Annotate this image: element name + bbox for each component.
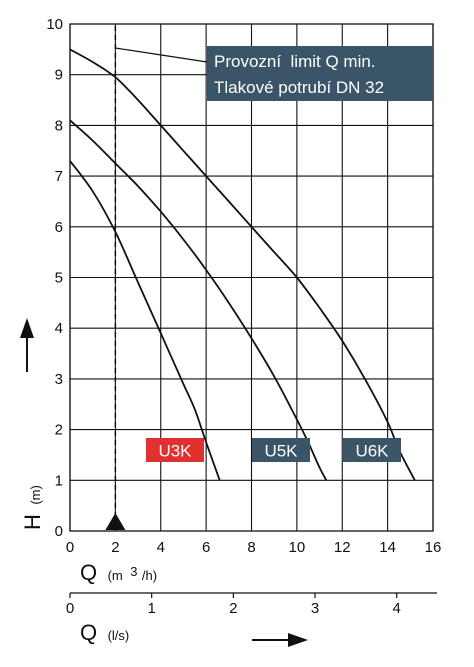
y-axis-ticks: 0 1 2 3 4 5 6 7 8 9 10 <box>46 16 63 540</box>
badge-u6k <box>343 438 401 462</box>
y-tick-label: 3 <box>55 371 63 388</box>
y-tick-label: 1 <box>55 472 63 489</box>
badge-label-u6k: U6K <box>355 442 389 461</box>
x2-tick-label: 4 <box>393 600 401 617</box>
badge-u5k <box>252 438 310 462</box>
annotation-leader-line <box>115 47 208 63</box>
x2-tick-label: 0 <box>66 600 74 617</box>
x-tick-label: 2 <box>111 539 119 556</box>
y-axis-title: H (m) <box>20 485 45 530</box>
curve-u5k <box>69 119 328 481</box>
y-tick-label: 7 <box>55 168 63 185</box>
badge-label-u5k: U5K <box>264 442 298 461</box>
min-flow-triangle-marker <box>105 513 126 530</box>
y-tick-label: 0 <box>55 523 63 540</box>
x-axis-title: Q (m 3 /h) <box>80 560 157 585</box>
badge-u3k <box>146 438 204 462</box>
annotation-line-1: Provozní limit Q min. <box>214 52 376 71</box>
y-tick-label: 6 <box>55 219 63 236</box>
x2-tick-label: 3 <box>311 600 319 617</box>
x-tick-label: 12 <box>334 539 351 556</box>
y-tick-label: 2 <box>55 422 63 439</box>
arrow-up-icon <box>20 318 34 372</box>
y-tick-label: 10 <box>46 16 63 33</box>
series-badges: U3K U5K U6K <box>146 438 401 462</box>
x2-axis-title: Q (l/s) <box>80 620 129 645</box>
y-tick-label: 9 <box>55 67 63 84</box>
x-tick-label: 0 <box>66 539 74 556</box>
x-tick-label: 8 <box>247 539 255 556</box>
arrow-right-icon <box>252 633 308 647</box>
x2-axis-ticks: 0 1 2 3 4 <box>66 593 401 617</box>
annotation-box <box>207 46 433 101</box>
x-tick-label: 6 <box>202 539 210 556</box>
x-tick-label: 14 <box>379 539 396 556</box>
x-tick-label: 10 <box>289 539 306 556</box>
annotation-line-2: Tlakové potrubí DN 32 <box>214 78 384 97</box>
badge-label-u3k: U3K <box>158 442 192 461</box>
y-tick-label: 5 <box>55 270 63 287</box>
x2-tick-label: 1 <box>148 600 156 617</box>
pump-curves <box>69 48 416 481</box>
x-tick-label: 16 <box>425 539 442 556</box>
x2-tick-label: 2 <box>229 600 237 617</box>
x-axis-ticks: 0 2 4 6 8 10 12 14 16 <box>66 539 442 556</box>
x-tick-label: 4 <box>157 539 165 556</box>
y-tick-label: 8 <box>55 117 63 134</box>
curve-u3k <box>69 160 221 481</box>
y-tick-label: 4 <box>55 320 63 337</box>
grid <box>69 23 434 532</box>
curve-u6k <box>69 48 416 481</box>
